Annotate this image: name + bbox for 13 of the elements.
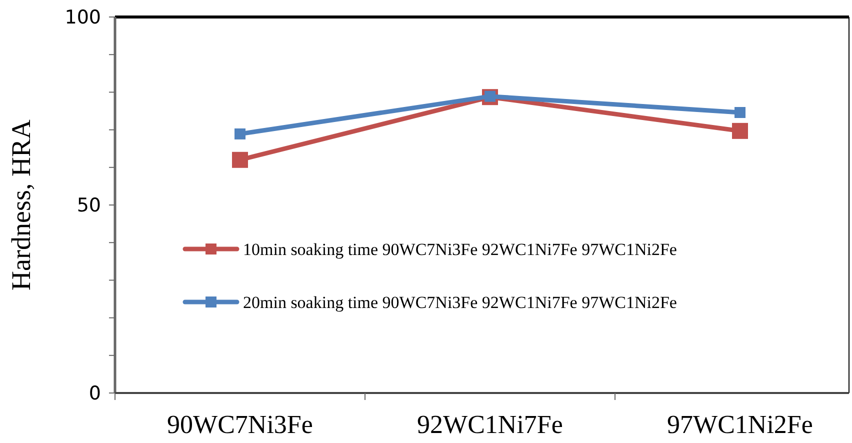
point bbox=[232, 152, 248, 168]
y-axis-title: Hardness, HRA bbox=[6, 119, 36, 290]
point bbox=[734, 107, 746, 118]
legend-label: 20min soaking time 90WC7Ni3Fe 92WC1Ni7Fe 97WC1Ni2Fe bbox=[243, 292, 677, 312]
x-tick-label: 90WC7Ni3Fe bbox=[167, 410, 313, 439]
point bbox=[732, 122, 748, 139]
x-tick-label: 92WC1Ni7Fe bbox=[417, 410, 563, 439]
x-tick-label: 97WC1Ni2Fe bbox=[667, 410, 813, 439]
point bbox=[234, 128, 246, 140]
y-tick-label: 0 bbox=[88, 382, 101, 405]
legend-label: 10min soaking time 90WC7Ni3Fe 92WC1Ni7Fe 97WC1Ni2Fe bbox=[243, 240, 677, 259]
y-tick-label: 100 bbox=[64, 6, 101, 29]
y-tick-label: 50 bbox=[76, 194, 101, 217]
